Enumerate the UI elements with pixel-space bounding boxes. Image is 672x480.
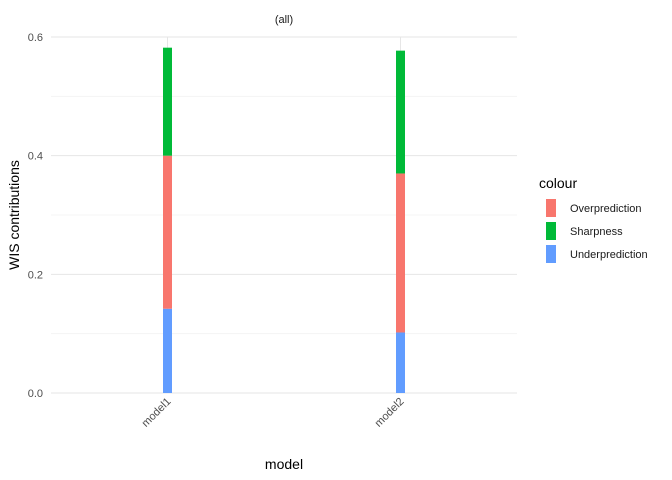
legend-label-sharpness: Sharpness (570, 226, 623, 238)
legend: colour Overprediction Sharpness Underpredi… (539, 175, 648, 263)
legend-swatch-overprediction (546, 199, 556, 217)
bar-segment-sharpness-model1 (163, 47, 172, 156)
legend-label-overprediction: Overprediction (570, 203, 642, 215)
legend-items: Overprediction Sharpness Underprediction (546, 199, 648, 263)
x-tick-label: model2 (373, 396, 407, 430)
y-tick-label: 0.2 (28, 269, 43, 281)
bar-segment-sharpness-model2 (396, 50, 405, 174)
x-tick-label: model1 (140, 396, 174, 430)
bars (163, 47, 405, 393)
legend-swatch-underprediction (546, 245, 556, 263)
legend-label-underprediction: Underprediction (570, 249, 648, 261)
grid-lines (51, 36, 517, 394)
y-tick-label: 0.6 (28, 32, 43, 44)
bar-segment-underprediction-model2 (396, 332, 405, 393)
legend-swatch-sharpness (546, 222, 556, 240)
y-tick-label: 0.4 (28, 151, 43, 163)
bar-segment-overprediction-model1 (163, 155, 172, 309)
legend-title: colour (539, 175, 577, 191)
bar-segment-underprediction-model1 (163, 308, 172, 393)
axis-ticks: 0.0 0.2 0.4 0.6 model1 model2 (28, 32, 407, 430)
bar-segment-overprediction-model2 (396, 173, 405, 333)
facet-title: (all) (275, 14, 293, 26)
y-tick-label: 0.0 (28, 388, 43, 400)
y-axis-title: WIS contributions (6, 160, 22, 270)
x-axis-title: model (265, 456, 303, 472)
